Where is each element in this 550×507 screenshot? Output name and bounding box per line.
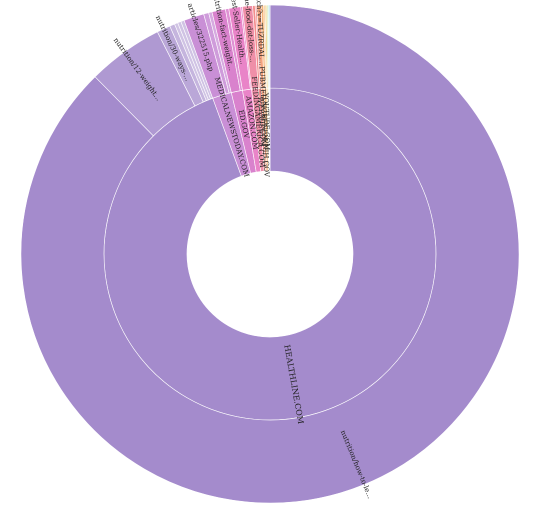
path-arc-nutrition-how-to-le[interactable]	[20, 4, 520, 504]
segment-label: YOUTUBE.COM	[261, 92, 271, 151]
sunburst-arcs	[20, 4, 520, 504]
segment-label: watch?v=TUZRDAL...	[254, 0, 265, 66]
segment-label: WEBMD.COM	[256, 96, 267, 147]
path-arc-domain-0[interactable]	[268, 4, 271, 89]
